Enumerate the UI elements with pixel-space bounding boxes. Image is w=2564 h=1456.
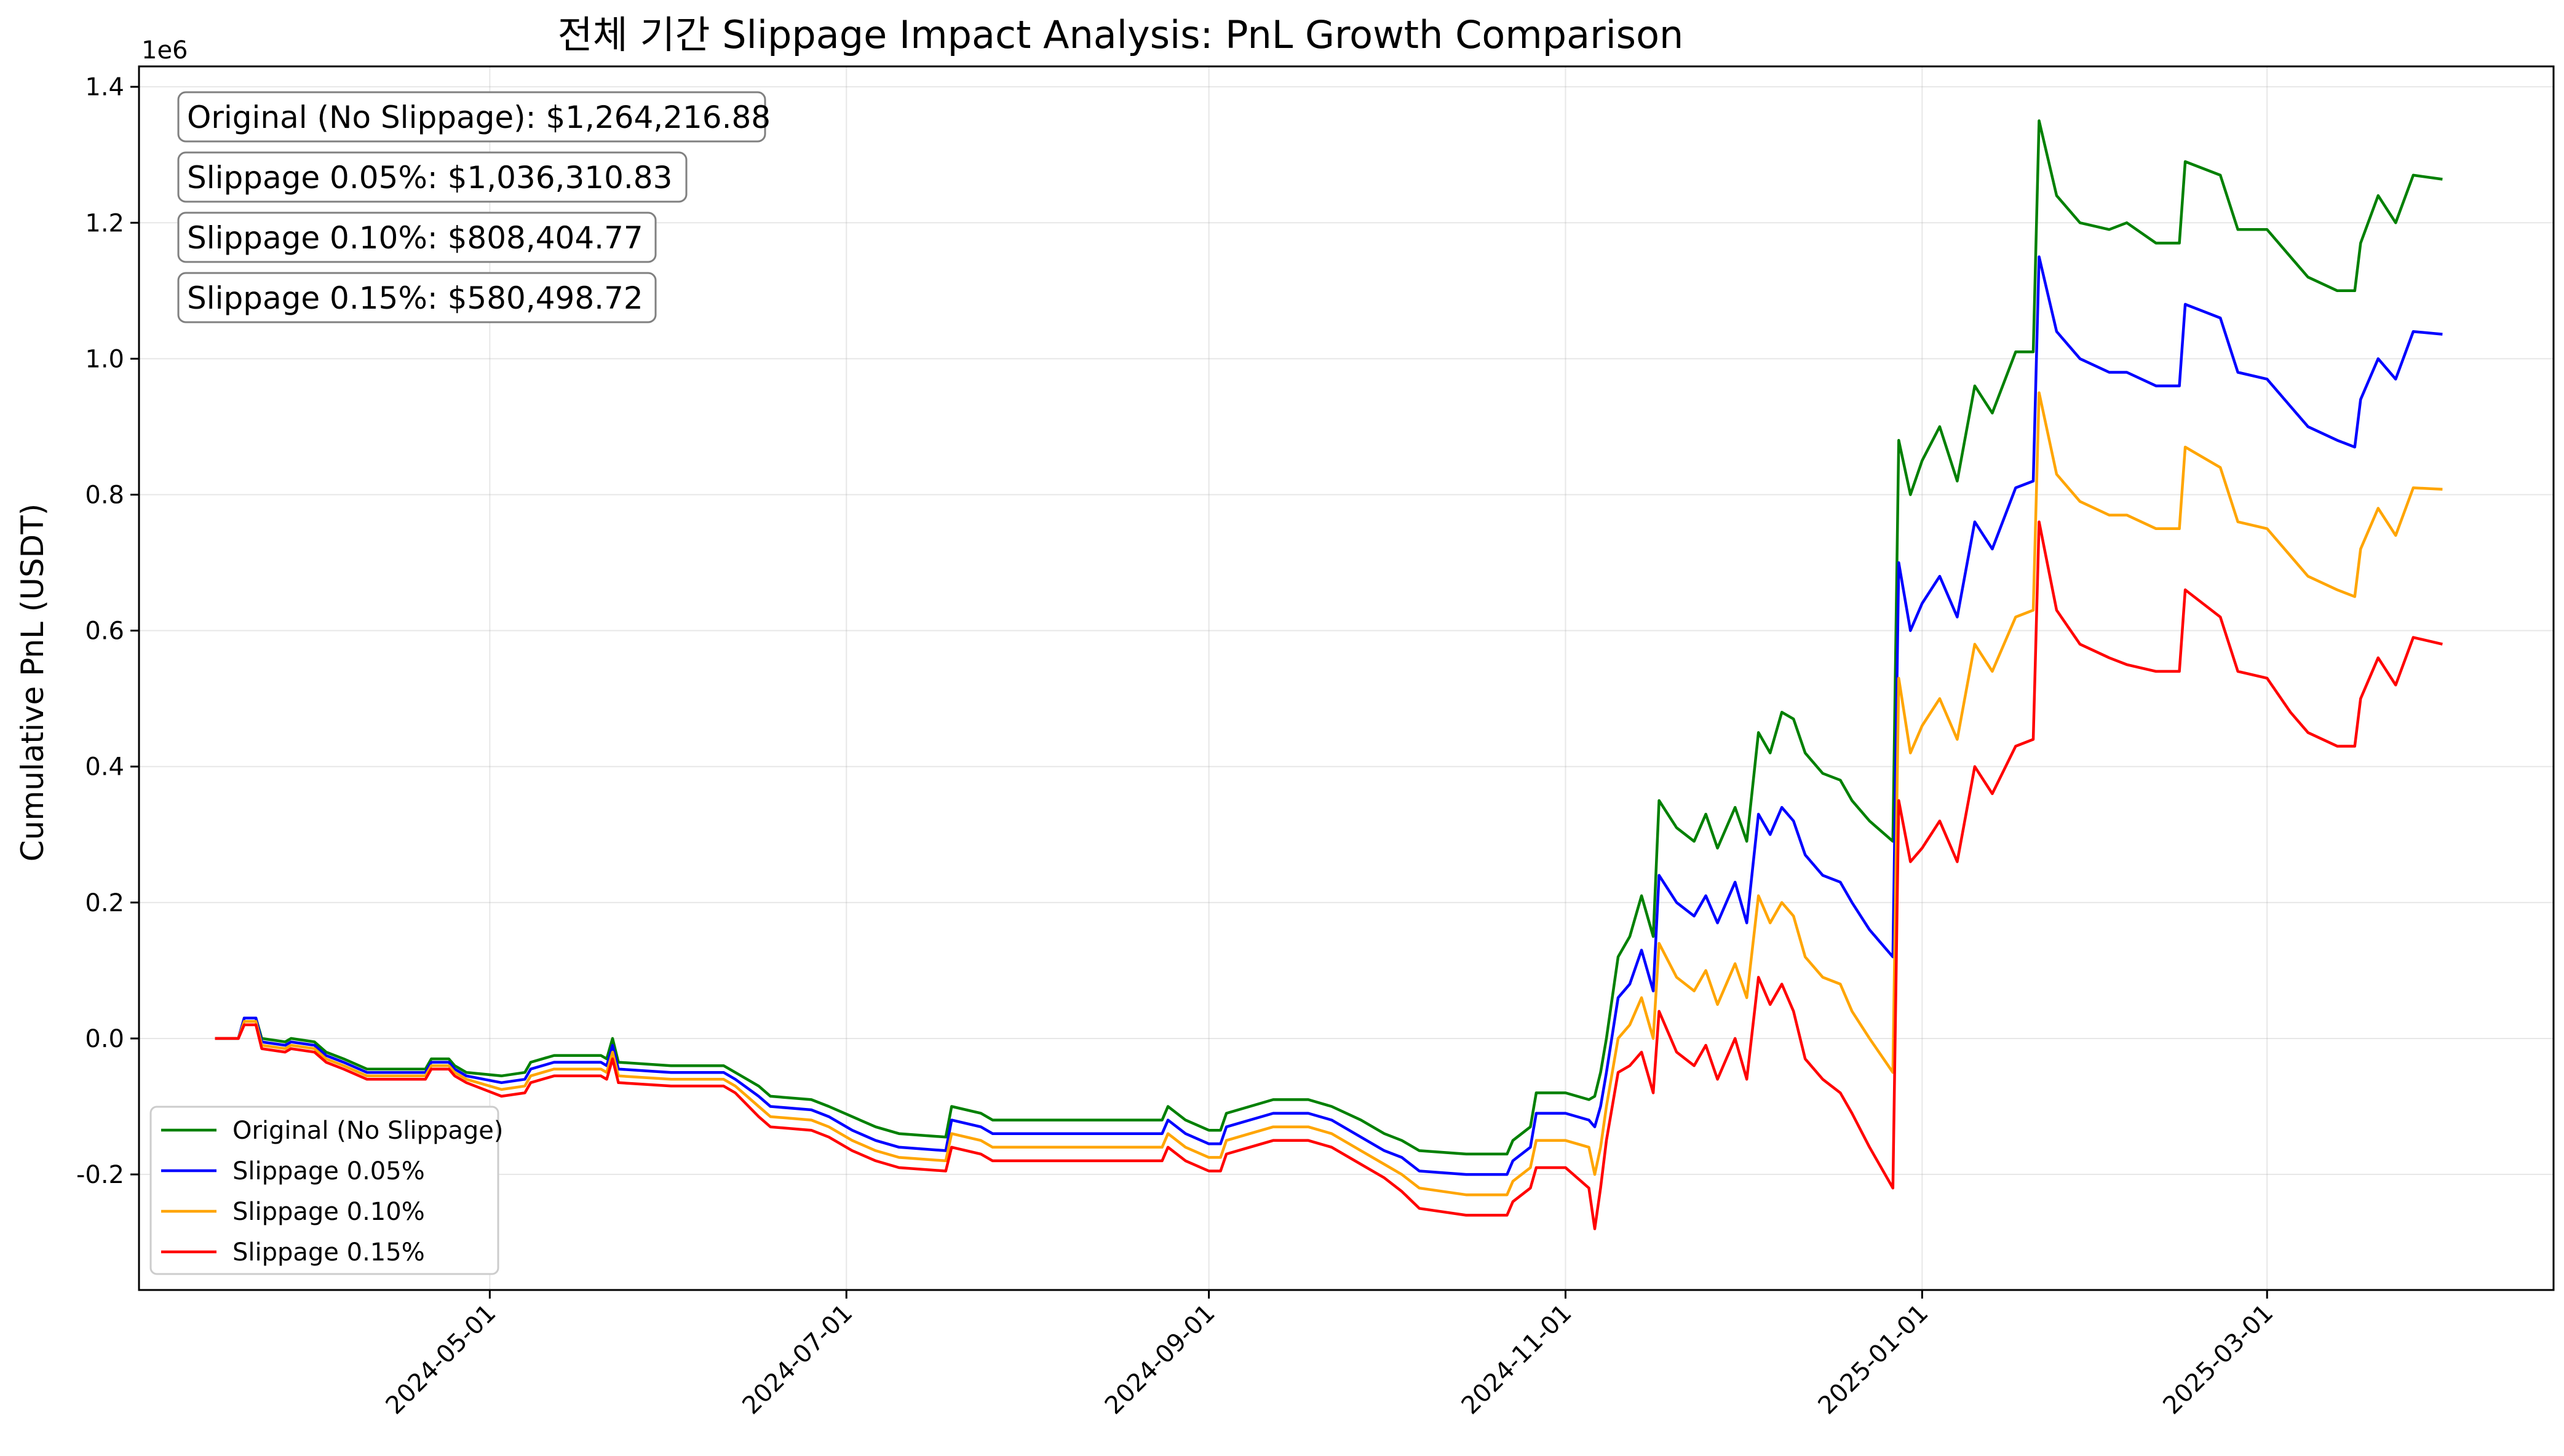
x-tick-label: 2025-03-01 [2157, 1299, 2279, 1420]
y-tick-label: -0.2 [76, 1161, 124, 1189]
x-tick-label: 2024-11-01 [1456, 1299, 1578, 1420]
y-axis-ticks: -0.2 0.0 0.2 0.4 0.6 0.8 1.0 1.2 1.4 [76, 73, 139, 1189]
y-tick-label: 0.4 [85, 753, 124, 781]
chart-title: 전체 기간 Slippage Impact Analysis: PnL Grow… [558, 12, 1684, 57]
y-axis-exponent-label: 1e6 [141, 36, 188, 65]
annotation-box [177, 151, 688, 203]
y-tick-label: 0.0 [85, 1025, 124, 1053]
annotation-text: Slippage 0.15%: $580,498.72 [187, 280, 643, 316]
y-tick-label: 1.4 [85, 73, 124, 101]
annotation-text: Slippage 0.10%: $808,404.77 [187, 220, 643, 256]
y-tick-label: 1.2 [85, 209, 124, 237]
series-line-2 [215, 391, 2443, 1197]
legend-label: Slippage 0.10% [232, 1198, 425, 1226]
x-tick-label: 2025-01-01 [1813, 1299, 1934, 1420]
plot-area-frame [138, 65, 2555, 1291]
y-tick-label: 0.6 [85, 617, 124, 646]
y-tick-label: 1.0 [85, 345, 124, 373]
annotation-text: Slippage 0.05%: $1,036,310.83 [187, 160, 672, 196]
annotation-text: Original (No Slippage): $1,264,216.88 [187, 100, 771, 135]
annotation-box [177, 91, 766, 143]
y-tick-label: 0.8 [85, 481, 124, 510]
legend-label: Original (No Slippage) [232, 1117, 503, 1145]
series-lines [215, 119, 2443, 1230]
y-axis-label: Cumulative PnL (USDT) [15, 504, 50, 861]
annotation-box [177, 272, 657, 323]
x-axis-ticks: 2024-05-01 2024-07-01 2024-09-01 2024-11-01… [381, 1290, 2279, 1420]
final-values-annotations: Original (No Slippage): $1,264,216.88 Sli… [177, 91, 771, 323]
x-tick-label: 2024-05-01 [381, 1299, 502, 1420]
series-line-3 [215, 520, 2443, 1230]
series-line-0 [215, 119, 2443, 1156]
y-tick-label: 0.2 [85, 889, 124, 917]
x-tick-label: 2024-09-01 [1100, 1299, 1221, 1420]
annotation-box [177, 212, 657, 263]
legend-label: Slippage 0.15% [232, 1238, 425, 1267]
series-line-1 [215, 255, 2443, 1176]
x-tick-label: 2024-07-01 [737, 1299, 858, 1420]
legend: Original (No Slippage) Slippage 0.05% Slip… [149, 1106, 503, 1275]
legend-box [149, 1106, 499, 1275]
legend-label: Slippage 0.05% [232, 1157, 425, 1185]
